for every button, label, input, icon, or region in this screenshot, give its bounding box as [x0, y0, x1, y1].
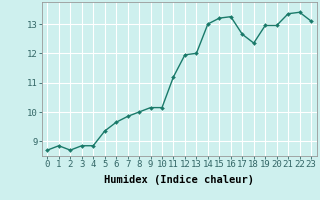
X-axis label: Humidex (Indice chaleur): Humidex (Indice chaleur): [104, 175, 254, 185]
